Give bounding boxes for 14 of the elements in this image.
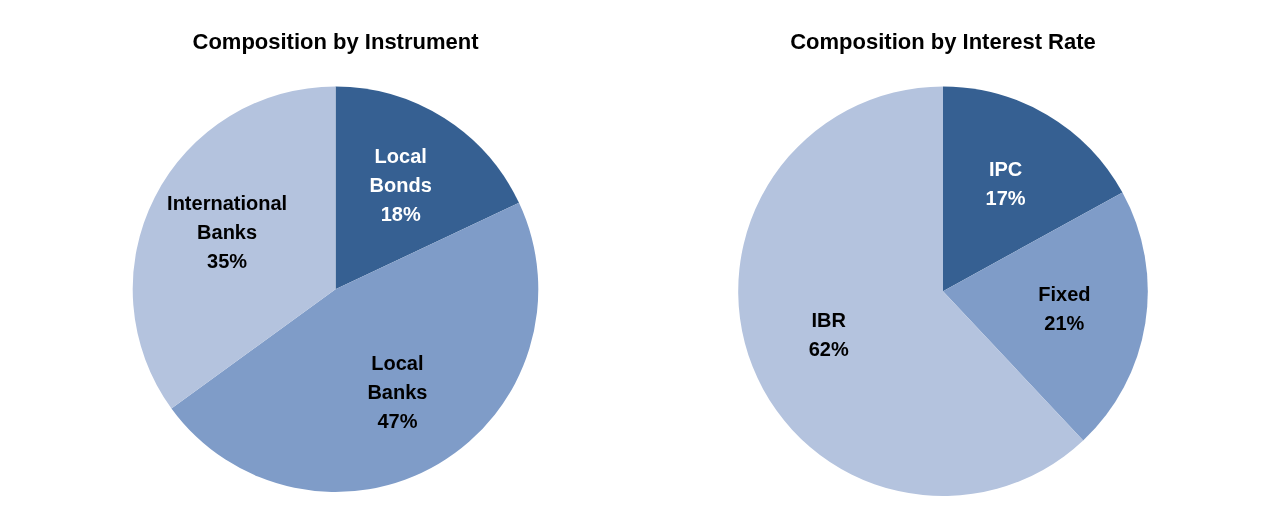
slice-label: IBR	[811, 309, 847, 332]
slice-label: Fixed	[1038, 283, 1091, 306]
data-label: 21%	[1044, 312, 1085, 335]
data-label: 18%	[380, 202, 421, 225]
data-label: 17%	[985, 187, 1026, 210]
data-label: 35%	[207, 250, 248, 273]
slice-label: Local Banks	[367, 352, 428, 404]
data-label: 62%	[808, 338, 849, 361]
slice-label: IPC	[988, 158, 1023, 181]
chart-title: Composition by Instrument	[192, 29, 480, 55]
data-label: 47%	[377, 410, 418, 433]
chart-title: Composition by Interest Rate	[790, 29, 1096, 55]
slice-label: Local Bonds	[369, 144, 432, 196]
slice-label: International Banks	[167, 192, 288, 244]
